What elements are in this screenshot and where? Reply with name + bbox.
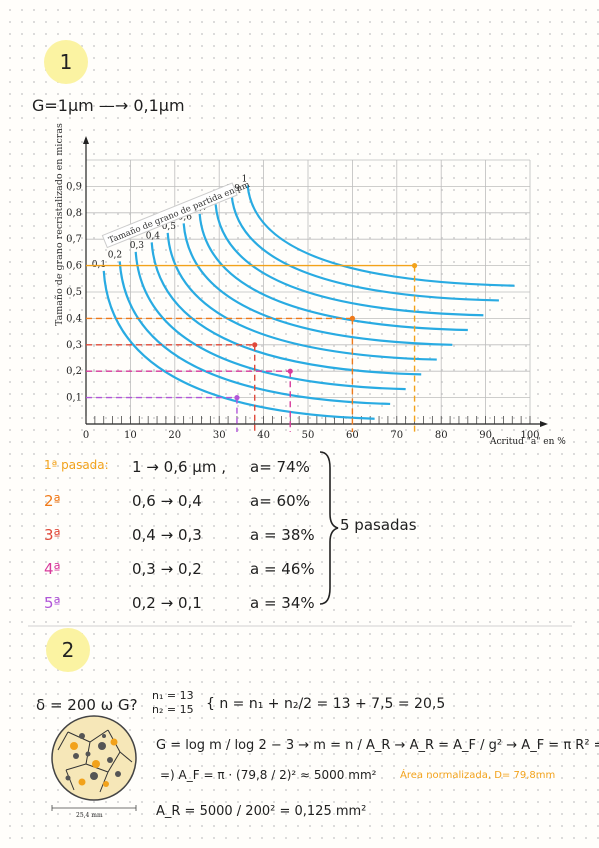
pass-acritud: a= 60% xyxy=(250,492,310,510)
passes-total: 5 pasadas xyxy=(340,516,417,534)
section-1-number: 1 xyxy=(59,50,73,74)
pass-acritud: a = 38% xyxy=(250,526,315,544)
grain-curve xyxy=(246,185,515,287)
curve-label: 0,5 xyxy=(162,222,177,232)
curve-label: 0,2 xyxy=(108,250,122,260)
pass-transition: 0,3 → 0,2 xyxy=(132,560,202,578)
x-tick-label: 20 xyxy=(168,430,181,441)
pass-label: 3ª xyxy=(44,526,61,544)
micrograph-scale-label: 25,4 mm xyxy=(76,812,103,819)
recrystallization-chart: 0 10 20 30 40 50 60 70 80 90 1000,10,20,30,40,50,6… xyxy=(66,136,548,441)
AF-formula: =) A_F = π · (79,8 / 2)² ≈ 5000 mm² xyxy=(160,768,377,782)
pass-label: 1ª pasada: xyxy=(44,458,109,472)
pass-label: 4ª xyxy=(44,560,61,578)
y-tick-label: 0,7 xyxy=(66,234,82,245)
x-tick-label: 50 xyxy=(302,430,315,441)
y-tick-label: 0,5 xyxy=(66,287,82,298)
pass-acritud: a= 74% xyxy=(250,458,310,476)
pass-transition: 0,4 → 0,3 xyxy=(132,526,202,544)
grain-curve xyxy=(102,270,375,420)
grain-curve xyxy=(182,223,453,346)
grain-curve xyxy=(118,261,391,406)
section-1-badge: 1 xyxy=(44,40,88,84)
x-tick-label: 60 xyxy=(346,430,359,441)
grain-curve xyxy=(134,251,406,391)
y-tick-label: 0,6 xyxy=(66,261,82,272)
n-formula: { n = n₁ + n₂/2 = 13 + 7,5 = 20,5 xyxy=(206,696,446,712)
x-tick-label: 10 xyxy=(124,430,137,441)
y-tick-label: 0,3 xyxy=(66,340,82,351)
guide-point xyxy=(252,342,258,348)
guide-point xyxy=(411,263,418,269)
G-formula: G = log m / log 2 − 3 → m = n / A_R → A_… xyxy=(156,738,599,753)
guide-point xyxy=(287,368,293,374)
brace-icon xyxy=(319,451,339,605)
x-tick-label: 90 xyxy=(479,430,492,441)
x-tick-label: 70 xyxy=(390,430,403,441)
n-values: n₁ = 13 n₂ = 15 xyxy=(152,689,194,716)
curve-label: 1 xyxy=(242,174,248,184)
curve-label-box: Tamaño de grano de partida en µm xyxy=(101,180,251,249)
pass-acritud: a = 34% xyxy=(250,594,315,612)
y-tick-label: 0,4 xyxy=(66,313,82,324)
x-tick-label: 0 xyxy=(83,430,89,441)
grain-curve xyxy=(150,242,422,376)
magnification-line: δ = 200 ω G? xyxy=(36,696,138,714)
curve-label: 0,4 xyxy=(146,231,161,241)
curve-label-frame xyxy=(101,182,238,249)
grain-curve xyxy=(198,213,468,332)
y-tick-label: 0,1 xyxy=(66,393,82,404)
guide-point xyxy=(234,395,240,401)
area-note: Área normalizada, D= 79,8mm xyxy=(400,770,556,781)
y-tick-label: 0,9 xyxy=(66,181,82,192)
y-axis-arrow xyxy=(83,136,89,144)
x-axis-arrow xyxy=(540,421,548,427)
grain-size-goal: G=1µm —→ 0,1µm xyxy=(32,96,185,115)
grain-curve xyxy=(214,204,484,317)
pass-transition: 0,6 → 0,4 xyxy=(132,492,202,510)
curve-label: 0,3 xyxy=(130,241,145,251)
pass-transition: 0,2 → 0,1 xyxy=(132,594,202,612)
section-2-number: 2 xyxy=(61,638,75,662)
micrograph-image xyxy=(51,715,137,811)
x-tick-label: 80 xyxy=(435,430,448,441)
x-tick-label: 30 xyxy=(213,430,226,441)
pass-label: 5ª xyxy=(44,594,61,612)
y-tick-label: 0,8 xyxy=(66,208,82,219)
grain-curve xyxy=(166,232,437,361)
y-tick-label: 0,2 xyxy=(66,366,82,377)
x-tick-label: 100 xyxy=(520,430,539,441)
section-divider xyxy=(28,625,572,627)
pass-transition: 1 → 0,6 µm , xyxy=(132,458,226,476)
chart-x-axis-label: Acritud "a" en % xyxy=(490,437,566,447)
x-tick-label: 40 xyxy=(257,430,270,441)
pass-label: 2ª xyxy=(44,492,61,510)
section-2-badge: 2 xyxy=(46,628,90,672)
curve-label: 0,1 xyxy=(92,260,106,270)
AR-formula: A_R = 5000 / 200² = 0,125 mm² xyxy=(156,804,367,819)
pass-acritud: a = 46% xyxy=(250,560,315,578)
grain-curve xyxy=(230,194,499,302)
curve-label: 0,6 xyxy=(178,212,193,222)
guide-point xyxy=(349,315,355,321)
